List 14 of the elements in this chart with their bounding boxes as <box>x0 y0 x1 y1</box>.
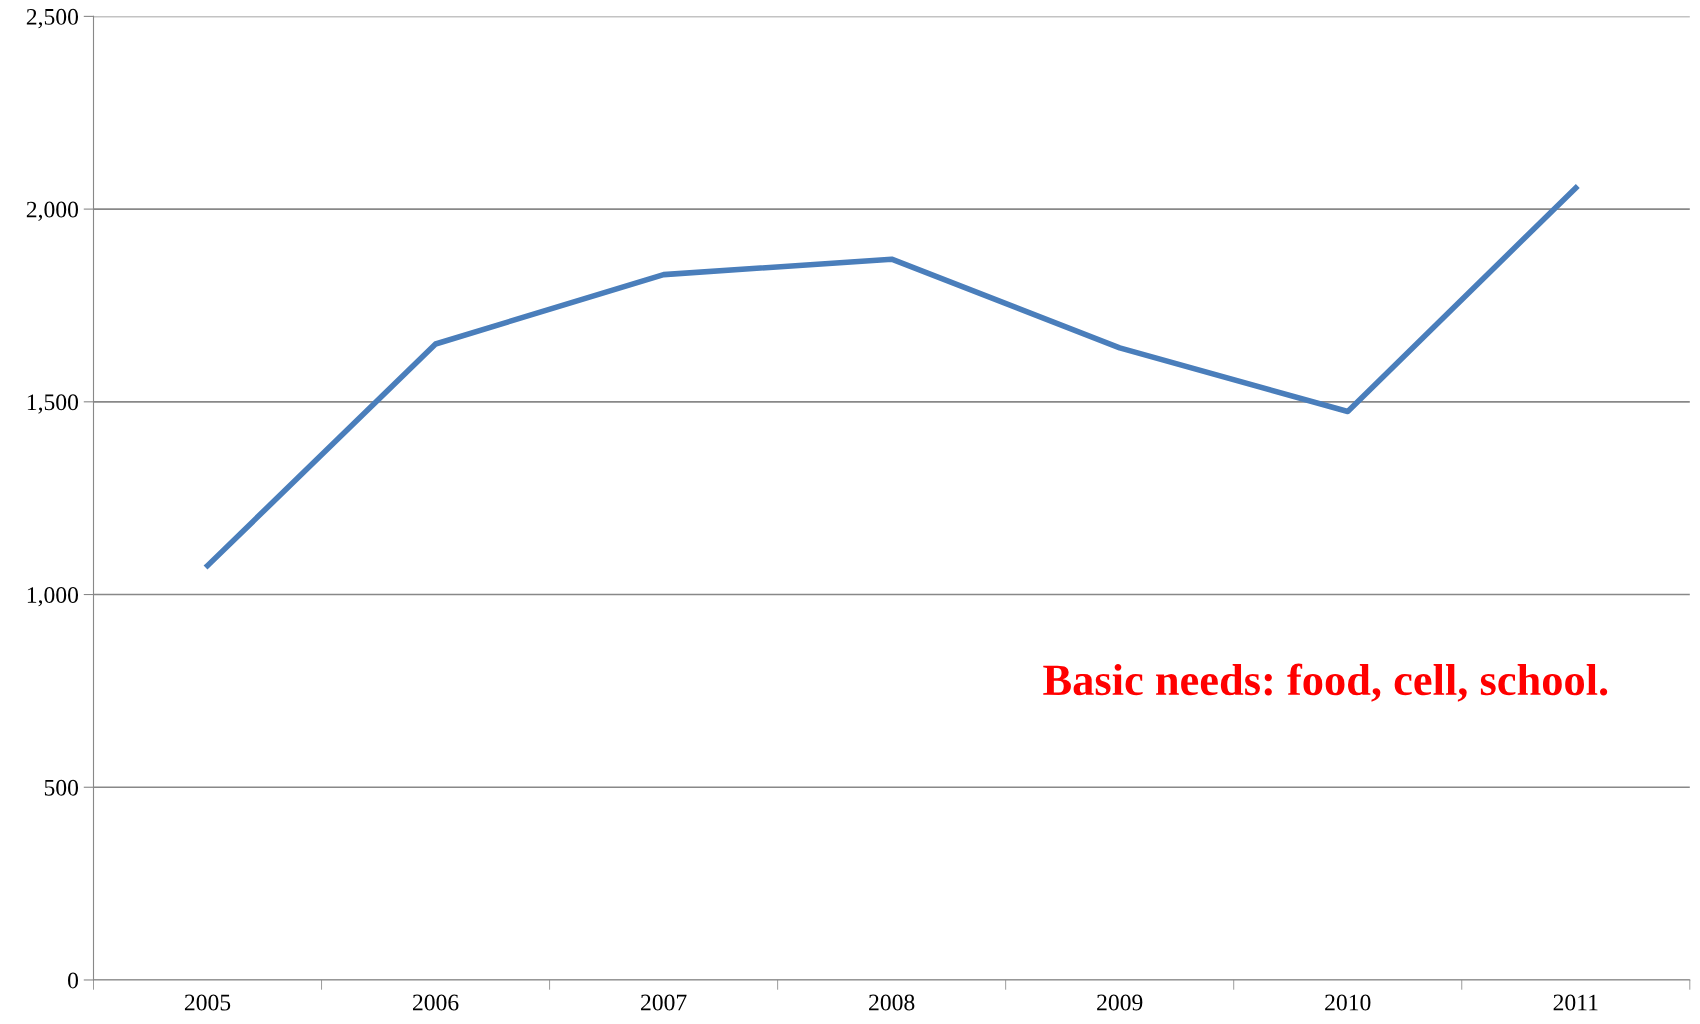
x-tick-label: 2007 <box>641 994 687 1011</box>
x-tick-label: 2008 <box>869 994 915 1011</box>
x-tick-label: 2010 <box>1325 994 1371 1011</box>
x-tick-label: 2005 <box>184 994 231 1011</box>
y-tick-label: 1,000 <box>27 587 79 607</box>
y-tick-label: 2,500 <box>26 8 79 29</box>
y-tick-label: 0 <box>68 972 79 989</box>
annotation: Basic needs: food, cell, school. <box>1043 663 1608 702</box>
x-tick-label: 2011 <box>1553 994 1598 1011</box>
y-tick-label: 1,500 <box>27 394 79 414</box>
x-tick-label: 2009 <box>1097 994 1143 1011</box>
y-tick-label: 500 <box>44 779 79 796</box>
y-tick-label: 2,000 <box>26 201 79 221</box>
x-tick-label: 2006 <box>412 994 459 1011</box>
